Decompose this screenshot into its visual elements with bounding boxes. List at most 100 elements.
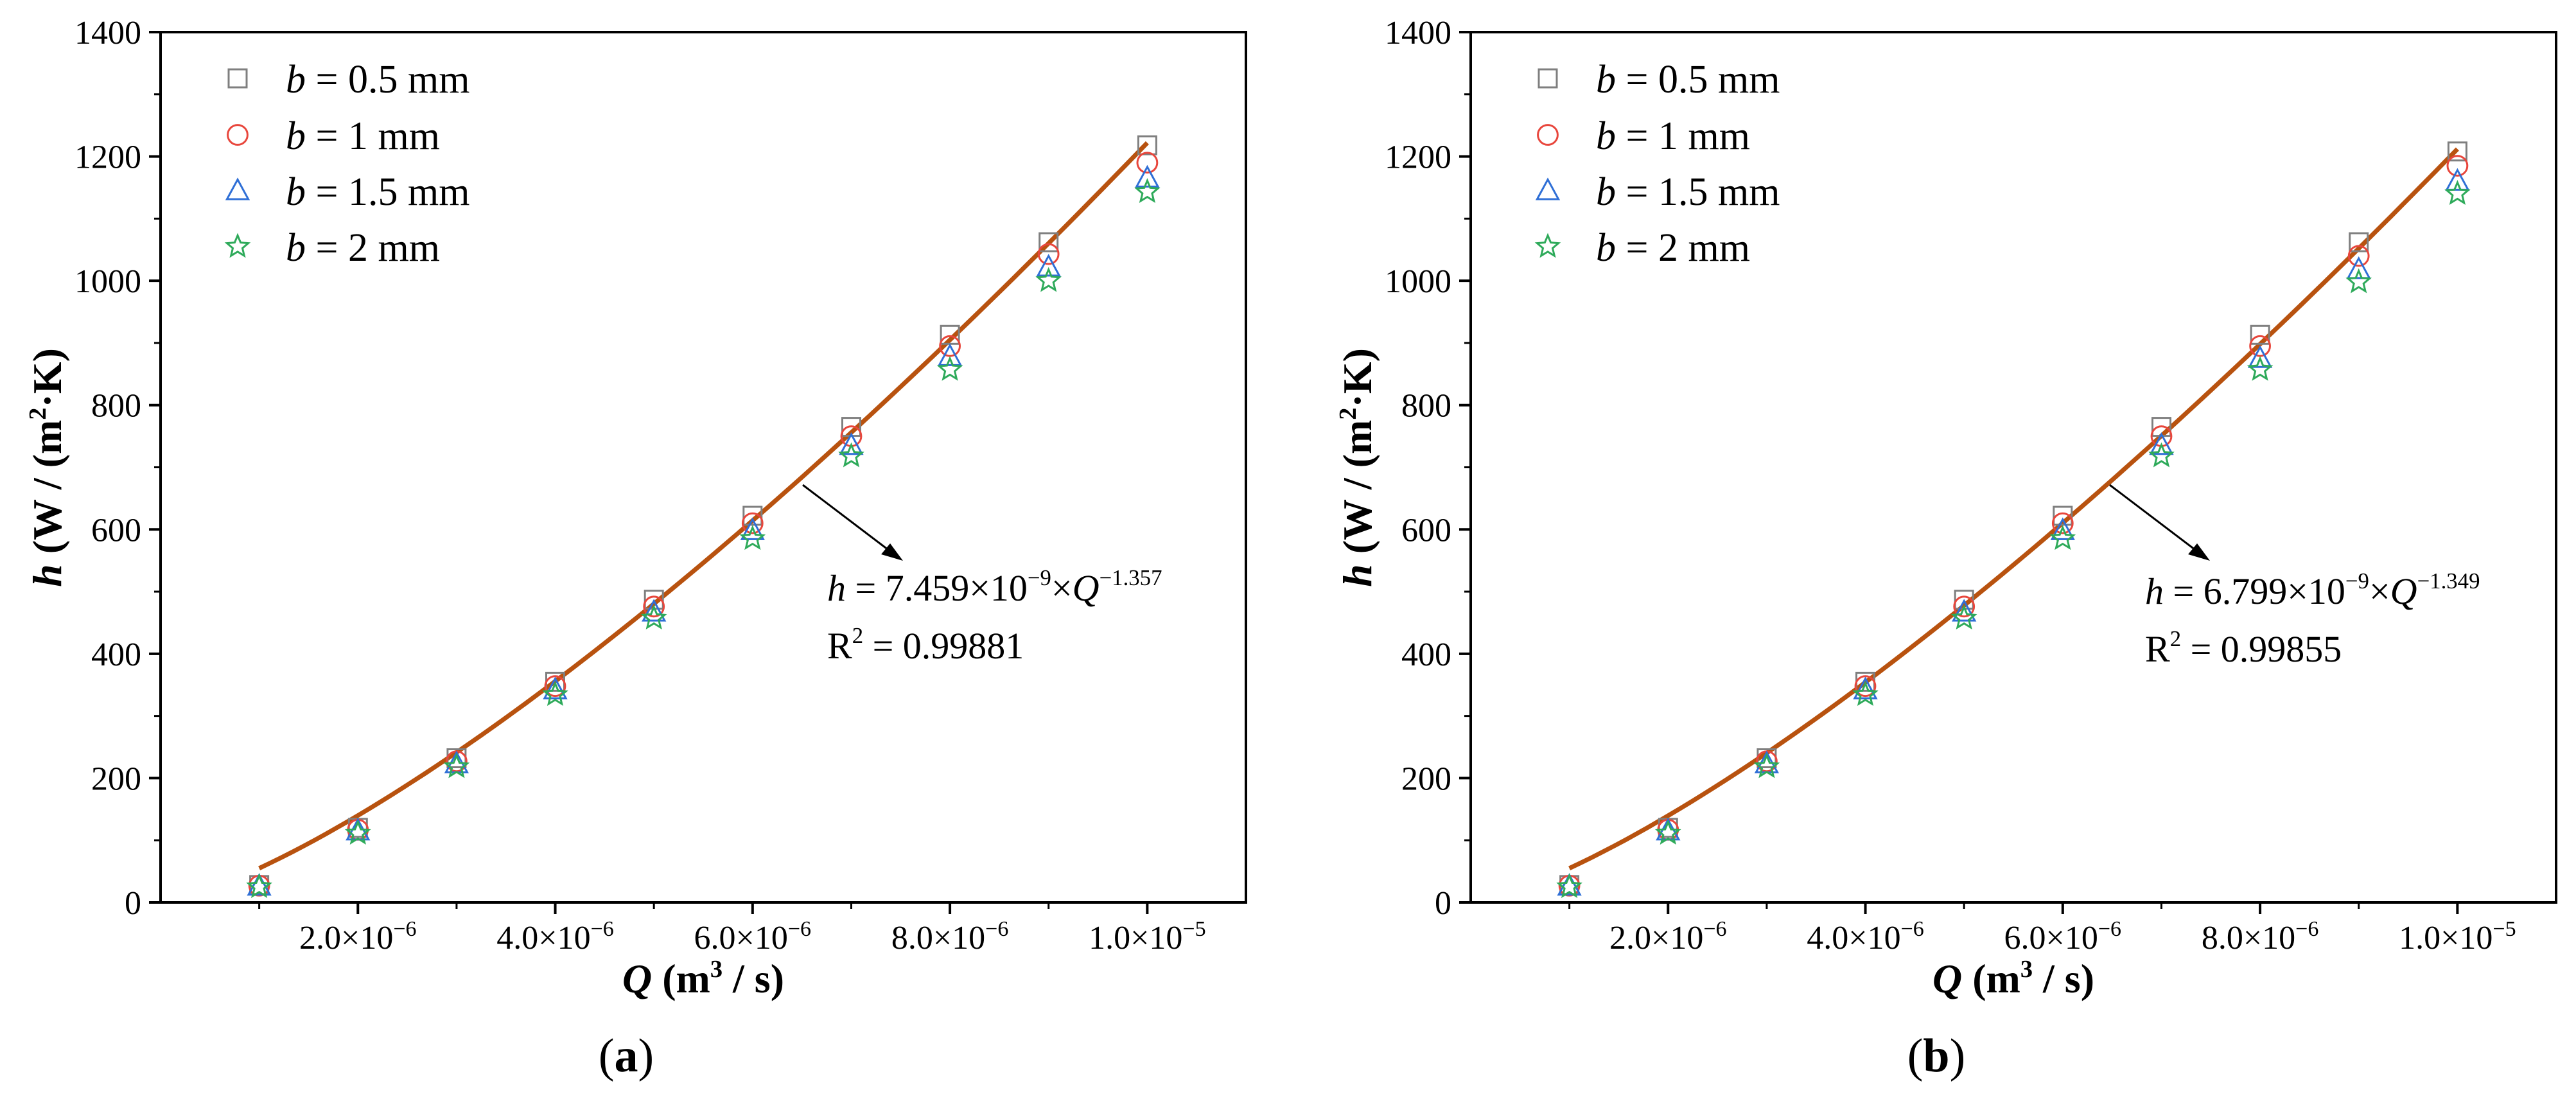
x-axis-unit-exp: 3 [710, 956, 723, 983]
x-tick-mantissa: 8.0×10 [891, 920, 985, 956]
data-point [2345, 268, 2372, 294]
y-axis-title: h (W / (m2·K) [1335, 348, 1380, 587]
x-tick-exponent: −6 [2098, 917, 2121, 941]
data-point [2349, 232, 2369, 252]
x-tick-mantissa: 2.0×10 [299, 920, 393, 956]
y-tick-label: 1200 [1385, 139, 1451, 176]
y-tick-label: 600 [91, 512, 141, 549]
r2-value: = 0.99855 [2181, 628, 2342, 670]
legend-var: b [286, 58, 306, 101]
x-tick-exponent: −6 [1703, 917, 1726, 941]
legend: b = 0.5 mm b = 1 mm b = 1.5 mm b = 2 mm [1534, 58, 1780, 270]
x-axis-var: Q [1932, 956, 1962, 1001]
data-point [1135, 164, 1160, 188]
annotation-arrowhead [881, 543, 903, 561]
x-tick-label: 2.0×10−6 [299, 917, 417, 956]
eq-coef: = 6.799×10 [2164, 570, 2345, 612]
legend-marker [1534, 233, 1561, 258]
data-point [1137, 135, 1157, 155]
data-point [2149, 432, 2174, 455]
x-tick-label: 6.0×10−6 [694, 917, 812, 956]
data-point [740, 517, 765, 540]
data-point [1952, 599, 1977, 622]
plot-frame [159, 31, 1247, 904]
x-axis-title: Q (m3 / s) [622, 956, 784, 1001]
y-tick-label: 800 [1401, 388, 1451, 425]
x-tick-exponent: −6 [393, 917, 416, 941]
legend-item-b-1: b = 1 mm [1537, 114, 1750, 158]
fit-curve-group [258, 141, 1149, 870]
x-axis-ticks: 2.0×10−6 4.0×10−6 6.0×10−6 8.0×10−6 1.0×10−5 [1568, 902, 2516, 956]
data-point [642, 599, 667, 622]
legend-marker-square [1538, 68, 1558, 89]
data-point [741, 512, 764, 534]
data-point [1557, 873, 1582, 896]
r2-label: R [2145, 628, 2170, 670]
x-tick-mantissa: 6.0×10 [2004, 920, 2098, 956]
x-tick-label: 8.0×10−6 [2202, 917, 2319, 956]
eq-times: × [1051, 567, 1073, 609]
data-point [2446, 155, 2469, 177]
legend-label: b = 0.5 mm [286, 58, 469, 101]
legend-text: = 1.5 mm [1616, 170, 1780, 214]
r2-exp: 2 [2170, 626, 2181, 651]
legend-label: b = 1 mm [1596, 114, 1750, 158]
x-axis-var: Q [622, 956, 652, 1001]
series-triangle [1557, 168, 2470, 896]
legend-marker-star [224, 233, 251, 258]
data-point [1036, 254, 1061, 277]
legend-item-b-1: b = 1 mm [227, 114, 440, 158]
panel-label: (a) [599, 1030, 654, 1082]
data-point [2053, 506, 2073, 526]
y-tick-label: 200 [1401, 761, 1451, 797]
x-tick-exponent: −6 [985, 917, 1008, 941]
data-point [2247, 356, 2274, 381]
panel-label: (b) [1907, 1030, 1965, 1082]
x-axis-unit-rest: / s) [723, 956, 784, 1001]
data-point [1134, 178, 1161, 204]
x-tick-label: 1.0×10−5 [2399, 917, 2516, 956]
y-axis-title: h (W / (m2·K) [24, 348, 70, 587]
legend-marker [227, 68, 248, 89]
eq-var: Q [1073, 567, 1100, 609]
data-point [1852, 681, 1879, 707]
series-triangle [247, 164, 1160, 896]
y-tick-label: 600 [1401, 512, 1451, 549]
legend-marker-circle [1537, 124, 1559, 146]
y-tick-label: 800 [91, 388, 141, 425]
x-tick-label: 2.0×10−6 [1609, 917, 1727, 956]
legend-marker-square [227, 68, 248, 89]
x-tick-label: 4.0×10−6 [1807, 917, 1924, 956]
x-tick-mantissa: 8.0×10 [2202, 920, 2295, 956]
data-point [1035, 267, 1062, 292]
eq-coef: = 7.459×10 [846, 567, 1028, 609]
data-point [247, 873, 272, 896]
y-axis-unit-rest: ·K) [1335, 348, 1380, 407]
series-group [246, 135, 1161, 899]
x-axis-title: Q (m3 / s) [1932, 956, 2094, 1001]
data-point [2247, 345, 2273, 368]
data-point [640, 604, 667, 630]
fit-equation: h = 7.459×10−9×Q−1.357 [827, 565, 1162, 609]
legend-item-b-1-5: b = 1.5 mm [1535, 170, 1780, 214]
legend-item-b-1-5: b = 1.5 mm [225, 170, 469, 214]
y-tick-label: 1400 [1385, 15, 1451, 51]
data-point [1853, 676, 1878, 699]
data-point [742, 506, 763, 526]
data-point [1953, 595, 1976, 618]
x-tick-label: 1.0×10−5 [1089, 917, 1206, 956]
y-axis-unit: (W / (m [24, 420, 70, 565]
legend-var: b [286, 170, 306, 214]
data-point [1038, 232, 1059, 252]
legend-marker [1535, 177, 1561, 200]
data-point [544, 675, 566, 698]
eq-coef-exp: −9 [1028, 565, 1051, 590]
data-point [1854, 675, 1877, 698]
fit-curve-group [1568, 147, 2459, 870]
y-tick-label: 1000 [1385, 263, 1451, 300]
legend-label: b = 1.5 mm [1596, 170, 1780, 214]
y-axis-var: h [24, 564, 70, 587]
